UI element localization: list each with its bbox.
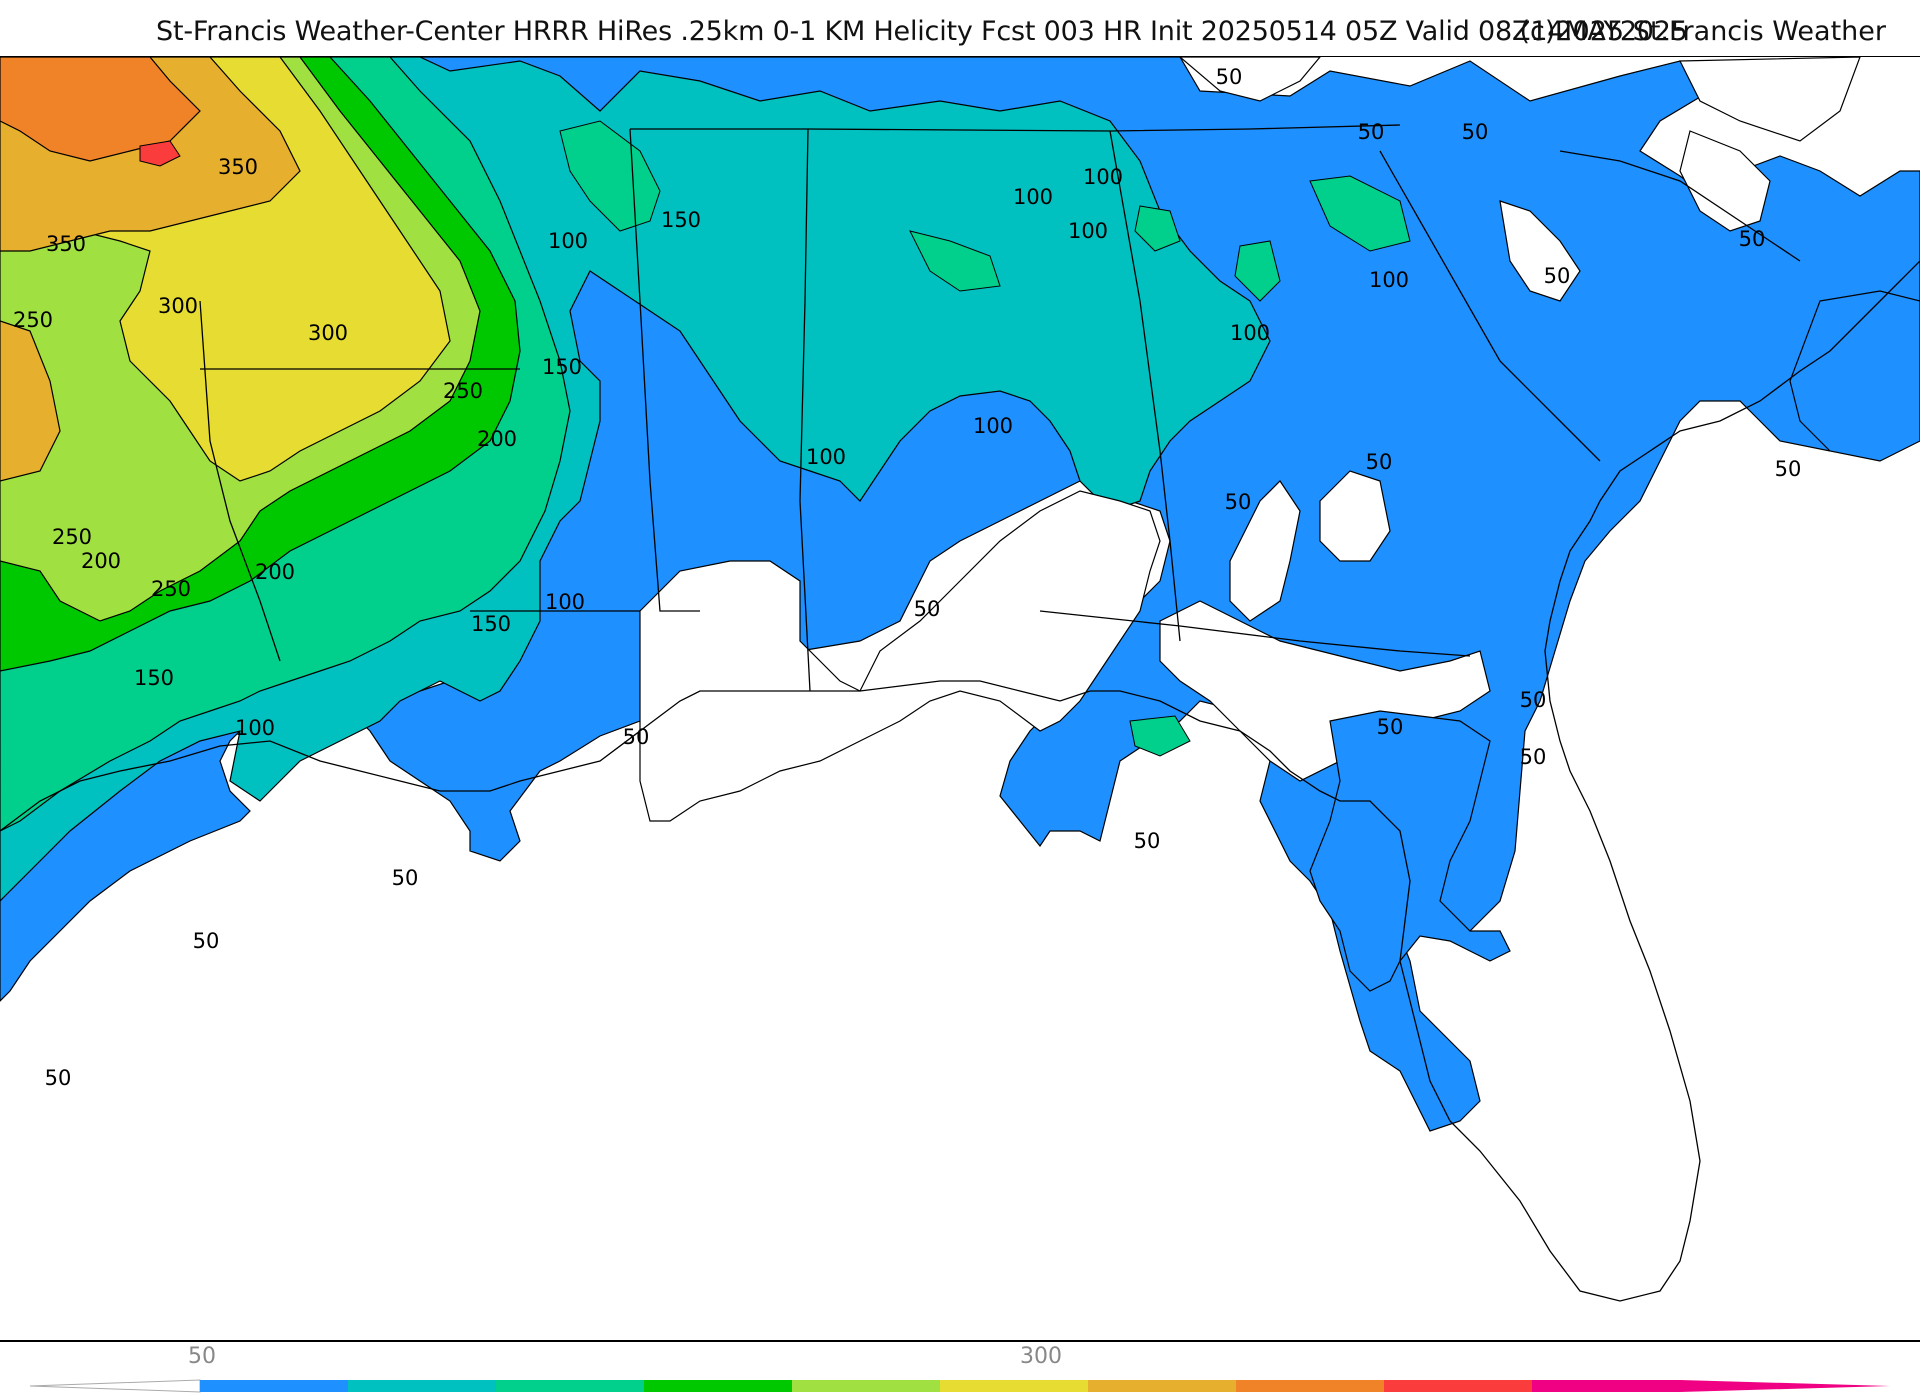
contour-label: 300 [158, 294, 198, 318]
colorbar-arrow-right [1680, 1380, 1890, 1392]
helicity-region-50-atlantic [1789, 290, 1920, 462]
contour-label: 150 [542, 355, 582, 379]
copyright-notice: (c)2025 St.Francis Weather [1519, 16, 1886, 47]
contour-label: 250 [151, 577, 191, 601]
coastline-gulf [0, 260, 1920, 1302]
helicity-gap-ms-al [639, 490, 1161, 822]
contour-label: 50 [45, 1066, 72, 1090]
colorbar-arrow-left [30, 1379, 201, 1393]
contour-label: 150 [134, 666, 174, 690]
contour-label: 150 [661, 208, 701, 232]
helicity-blob-150-5 [1309, 175, 1411, 252]
colorbar-segment [200, 1380, 349, 1392]
contour-label: 100 [235, 716, 275, 740]
contour-label: 100 [548, 229, 588, 253]
contour-label: 100 [806, 445, 846, 469]
state-boundaries [0, 124, 1920, 1302]
contour-label: 100 [1083, 165, 1123, 189]
contour-label: 200 [255, 560, 295, 584]
map-frame: 350 350 300 300 250 250 250 250 200 200 … [0, 56, 1920, 1342]
colorbar-segment [940, 1380, 1089, 1392]
helicity-blob-150-1 [559, 120, 661, 232]
contour-label: 50 [1366, 450, 1393, 474]
colorbar-segment [1236, 1380, 1385, 1392]
colorbar-tick-label: 300 [1020, 1344, 1062, 1369]
contour-label: 150 [471, 612, 511, 636]
state-line-ms-al [799, 128, 811, 692]
helicity-region-50-florida [1309, 710, 1511, 992]
contour-label: 50 [1134, 829, 1161, 853]
colorbar-segment [1532, 1380, 1681, 1392]
helicity-gap-va [1679, 130, 1771, 232]
contour-label: 50 [1520, 745, 1547, 769]
state-line-tn-south [630, 124, 1401, 132]
state-line-ga-sc [1379, 150, 1601, 462]
colorbar-segment [644, 1380, 793, 1392]
colorbar [30, 1379, 1890, 1393]
contour-label: 250 [52, 525, 92, 549]
state-line-la-ms [629, 128, 700, 612]
contour-label: 100 [1369, 268, 1409, 292]
helicity-region-350-west [0, 320, 61, 482]
contour-label: 50 [1225, 490, 1252, 514]
contour-label: 50 [1739, 227, 1766, 251]
contour-label: 50 [623, 725, 650, 749]
contour-label: 100 [1068, 219, 1108, 243]
contour-label: 300 [308, 321, 348, 345]
contour-label: 100 [973, 414, 1013, 438]
helicity-gap-ga [1229, 480, 1301, 622]
contour-label: 350 [218, 155, 258, 179]
colorbar-segment [1088, 1380, 1237, 1392]
contour-label: 50 [1462, 120, 1489, 144]
helicity-gap-ne [1499, 200, 1581, 302]
helicity-blob-150-3 [1134, 205, 1181, 252]
contour-labels: 350 350 300 300 250 250 250 250 200 200 … [13, 65, 1801, 1090]
state-line-nc-sc [1559, 150, 1801, 262]
contour-label: 250 [13, 308, 53, 332]
contour-label: 50 [1775, 457, 1802, 481]
contour-label: 50 [1377, 715, 1404, 739]
contour-label: 50 [392, 866, 419, 890]
helicity-gap-fl-panhandle [1159, 600, 1491, 782]
state-line-al-ga [1109, 130, 1181, 642]
helicity-blob-150-4 [1234, 240, 1281, 302]
contour-label: 250 [443, 379, 483, 403]
helicity-gap-ne2 [1179, 57, 1321, 102]
state-line-tx-la [199, 300, 281, 662]
contour-label: 350 [46, 232, 86, 256]
contour-label: 100 [1230, 321, 1270, 345]
contour-label: 200 [477, 427, 517, 451]
colorbar-tick-label: 50 [188, 1344, 216, 1369]
state-line-fl-north [1039, 610, 1471, 657]
helicity-region-450 [139, 140, 181, 167]
title-bar: St-Francis Weather-Center HRRR HiRes .25… [0, 0, 1920, 56]
colorbar-segment [348, 1380, 497, 1392]
contour-label: 50 [1216, 65, 1243, 89]
map-title: St-Francis Weather-Center HRRR HiRes .25… [156, 16, 1688, 47]
contour-label: 100 [545, 590, 585, 614]
helicity-gap-sc [1319, 470, 1391, 562]
contour-label: 100 [1013, 185, 1053, 209]
colorbar-segment [792, 1380, 941, 1392]
contour-label: 50 [914, 597, 941, 621]
colorbar-segments [30, 1379, 1890, 1393]
contour-label: 200 [81, 549, 121, 573]
contour-label: 50 [1358, 120, 1385, 144]
contour-label: 50 [193, 929, 220, 953]
helicity-region-400 [0, 57, 201, 162]
contour-label: 50 [1544, 264, 1571, 288]
helicity-blob-150-6 [1129, 715, 1191, 757]
contour-label: 50 [1520, 688, 1547, 712]
colorbar-segment [496, 1380, 645, 1392]
helicity-blob-150-2 [909, 230, 1001, 292]
colorbar-segment [1384, 1380, 1533, 1392]
helicity-map: 350 350 300 300 250 250 250 250 200 200 … [0, 57, 1920, 1340]
helicity-gap-nc [1679, 57, 1861, 142]
